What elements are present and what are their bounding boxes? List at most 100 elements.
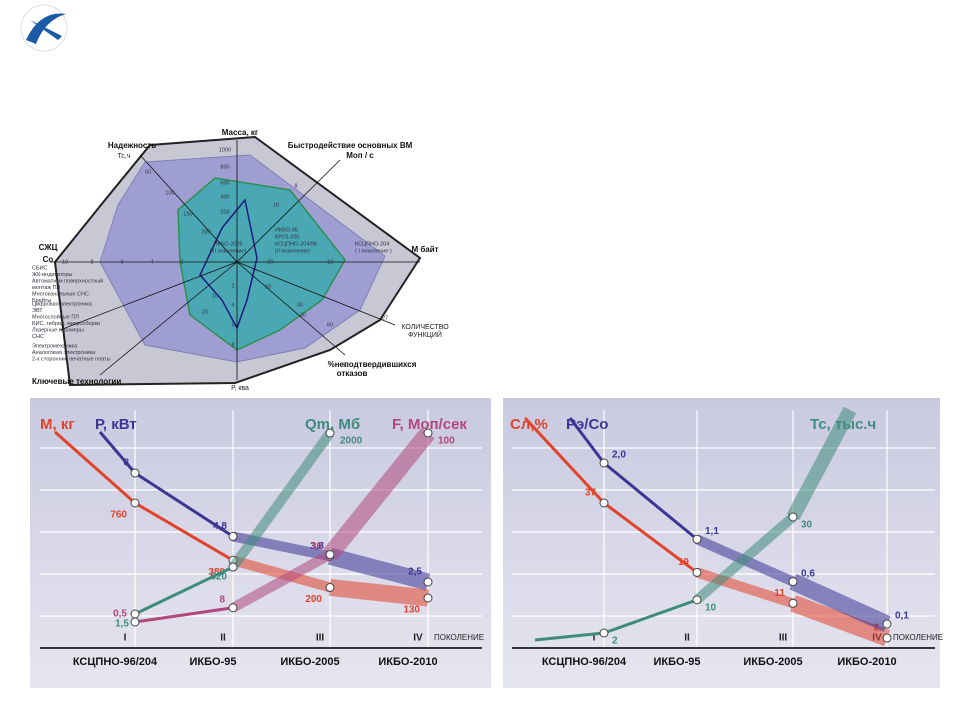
radar-tick-label: 2 (231, 283, 234, 289)
data-label: 1,1 (705, 526, 719, 537)
tech-note: монтаж ПЛ (32, 285, 61, 291)
generation-label: КРУЗ-200 (275, 234, 299, 240)
series-band (323, 427, 435, 560)
series-band (231, 555, 332, 593)
series-band (134, 471, 234, 538)
radar-ticks: 1000 800 600 400 200 2 4 6 8 10 8 6 4 2 50 100 150 200 8 16… (62, 147, 388, 368)
data-label: 0,5 (113, 609, 127, 620)
data-label: 2 (612, 636, 618, 647)
legend-entry: М, кг (40, 416, 75, 433)
axis-label: Тс,ч (118, 153, 131, 160)
series-band (790, 595, 890, 646)
data-point (325, 550, 335, 560)
series-lead (534, 631, 605, 642)
tech-note: 2-х сторонние печатные платы (32, 356, 111, 362)
legend-entry: Сл,% (510, 416, 548, 433)
x-axis-label: ПОКОЛЕНИЕ (893, 633, 943, 642)
series-band (789, 573, 891, 632)
data-point (130, 468, 140, 478)
tech-note: Электромеханика (32, 343, 78, 349)
series-band (228, 430, 335, 570)
logo (20, 4, 68, 52)
radar-tick-label: 50 (145, 169, 151, 175)
series-lead (54, 430, 136, 505)
data-label: 4,8 (213, 521, 227, 532)
radar-tick-label: 6 (231, 322, 234, 328)
radar-tick-label: 20 (265, 284, 271, 290)
radar-tick-label: 20 (267, 259, 273, 265)
axis-label: Р, ква (231, 385, 249, 392)
data-point (692, 595, 702, 605)
series-trail (786, 406, 857, 521)
x-tick-label: III (779, 633, 788, 644)
generation-label: ( I поколение ) (355, 248, 392, 254)
data-label: 200 (305, 594, 322, 605)
tech-note: ЖК-индикаторы (32, 272, 73, 278)
data-label: 0,6 (801, 568, 815, 579)
radar-axes (50, 140, 420, 380)
data-point (423, 577, 433, 587)
radar-tick-label: 600 (220, 180, 229, 186)
axis-label: Моп / с (346, 151, 374, 160)
data-label: 8 (219, 594, 225, 605)
series-band (230, 550, 333, 613)
data-label: 520 (210, 572, 227, 583)
tech-note: Многоканальные СНС (32, 291, 89, 297)
data-point (882, 633, 892, 643)
data-label: 8 (123, 458, 129, 469)
x-tick-label: I (124, 633, 127, 644)
category-name: ИКБО-95 (190, 656, 237, 668)
data-point (325, 582, 335, 592)
series-band (134, 501, 234, 562)
series-band (693, 513, 797, 604)
radar-diagram: Масса, кг Надежность Тс,ч Быстродействие… (30, 127, 455, 392)
category-name: ИКБО-2010 (837, 656, 896, 668)
data-point (325, 428, 335, 438)
legend-entry: Qm, Мб (305, 416, 360, 433)
data-label: 380 (208, 567, 225, 578)
data-point (882, 619, 892, 629)
axis-label: ФУНКЦИЙ (408, 330, 442, 339)
radar-tick-label: 6 (120, 259, 123, 265)
tech-note: Аналоговая электроника (32, 350, 96, 356)
tech-note: Брейты (32, 297, 51, 304)
axis-label: КОЛИЧЕСТВО (401, 324, 449, 331)
x-tick-label: IV (413, 633, 423, 644)
radar-tick-label: 200 (220, 209, 229, 215)
series-band (603, 501, 698, 574)
legend-entry: Рэ/Сo (566, 416, 608, 433)
legend-entry: F, Моп/сек (392, 416, 467, 433)
category-name: КСЦПНО-96/204 (542, 656, 627, 668)
category-name: ИКБО-2010 (378, 656, 437, 668)
data-label: 2,0 (612, 450, 626, 461)
generation-label: ИКБО-2005 (213, 241, 242, 247)
axis-label: Ключевые технологии (32, 377, 121, 386)
radar-tick-label: 10 (212, 293, 218, 299)
radar-tick-label: 150 (183, 211, 192, 217)
axis-label: Быстродействие основных ВМ (288, 141, 413, 150)
generation-label: ИКБО-95 (275, 227, 298, 233)
data-point (228, 603, 238, 613)
radar-tick-label: 4 (150, 259, 153, 265)
tech-note: Цифровая электроника (32, 301, 93, 307)
radar-tick-label: 400 (220, 194, 229, 200)
generation-label: (III поколение) (210, 248, 247, 254)
radar-tick-label: 1000 (219, 147, 231, 153)
radar-tick-label: 60 (327, 322, 333, 328)
data-point (130, 617, 140, 627)
data-point (692, 534, 702, 544)
radar-tick-label: 2 (180, 259, 183, 265)
series-lead (523, 416, 606, 505)
series-band (603, 461, 698, 541)
gen2-area (177, 177, 346, 351)
radar-tick-label: 10 (62, 259, 68, 265)
radar-tick-label: 12 (327, 259, 333, 265)
legend-entry: Тс, тыс.ч (810, 416, 876, 433)
generation-label: (II поколение) (275, 248, 310, 254)
data-point (599, 458, 609, 468)
data-point (228, 562, 238, 572)
radar-tick-label: 8 (294, 183, 297, 189)
gen3-area (199, 198, 258, 330)
generation-label: КСЦПНО-204/96 (275, 241, 317, 247)
data-point (130, 609, 140, 619)
